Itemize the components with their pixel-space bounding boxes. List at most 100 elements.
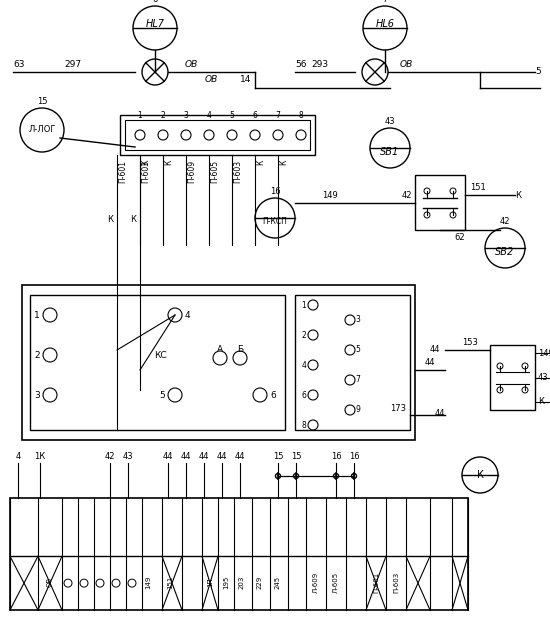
- Text: 1К: 1К: [34, 452, 46, 461]
- Bar: [30, 295, 285, 430]
- Text: 6: 6: [270, 390, 276, 399]
- Text: 42: 42: [104, 452, 116, 461]
- Text: 6: 6: [301, 390, 306, 399]
- Text: К: К: [256, 160, 265, 165]
- Text: 4: 4: [207, 111, 211, 120]
- Text: HL7: HL7: [146, 19, 164, 29]
- Text: 63: 63: [13, 60, 25, 69]
- Text: 1: 1: [34, 310, 40, 319]
- Text: 1: 1: [138, 111, 142, 120]
- Text: 7: 7: [276, 111, 280, 120]
- Text: 44: 44: [434, 409, 445, 418]
- Text: 5: 5: [160, 390, 165, 399]
- Text: 2: 2: [34, 351, 40, 360]
- Text: 15: 15: [273, 452, 283, 461]
- Text: Б: Б: [237, 345, 243, 354]
- Text: 15: 15: [291, 452, 301, 461]
- Text: 44: 44: [430, 345, 440, 354]
- Text: 43: 43: [384, 117, 395, 126]
- Text: ОВ: ОВ: [185, 60, 198, 69]
- Text: 149: 149: [145, 576, 151, 588]
- Text: К: К: [476, 470, 483, 480]
- Text: 42: 42: [402, 191, 412, 200]
- Text: 56: 56: [295, 60, 306, 69]
- Text: ОВ: ОВ: [400, 60, 413, 69]
- Text: 245: 245: [275, 576, 281, 588]
- Text: 16: 16: [349, 452, 359, 461]
- Text: 151: 151: [470, 183, 486, 192]
- Text: 44: 44: [235, 452, 245, 461]
- Text: 4: 4: [15, 452, 21, 461]
- Text: К: К: [515, 190, 521, 199]
- Text: К: К: [107, 215, 113, 224]
- Text: П-603: П-603: [141, 160, 150, 183]
- Text: 62: 62: [455, 233, 465, 242]
- Bar: [10, 498, 468, 610]
- Text: 8: 8: [299, 111, 304, 120]
- Text: 195: 195: [223, 576, 229, 588]
- Text: 44: 44: [163, 452, 173, 461]
- Text: П-КСП: П-КСП: [262, 217, 288, 226]
- Text: 3: 3: [184, 111, 189, 120]
- Bar: [120, 115, 315, 155]
- Text: 203: 203: [239, 576, 245, 588]
- Text: 149: 149: [322, 191, 338, 200]
- Text: К: К: [164, 160, 173, 165]
- Bar: [490, 345, 535, 410]
- Text: К: К: [279, 160, 288, 165]
- Text: К: К: [130, 215, 136, 224]
- Text: К: К: [141, 160, 150, 165]
- Text: П-603: П-603: [393, 571, 399, 593]
- Text: SB2: SB2: [496, 247, 515, 257]
- Text: 5: 5: [535, 67, 541, 76]
- Text: 293: 293: [311, 60, 328, 69]
- Text: 4: 4: [185, 310, 191, 319]
- Text: 153: 153: [462, 338, 478, 347]
- Text: 1: 1: [301, 301, 306, 310]
- Text: 43: 43: [123, 452, 133, 461]
- Text: 6: 6: [152, 0, 158, 4]
- Bar: [295, 295, 410, 430]
- Text: П-605: П-605: [210, 160, 219, 183]
- Text: 15: 15: [37, 97, 47, 106]
- Text: 42: 42: [500, 217, 510, 226]
- Text: 16: 16: [331, 452, 342, 461]
- Text: 173: 173: [390, 404, 406, 413]
- Text: 7: 7: [382, 0, 388, 4]
- Text: КС: КС: [153, 351, 166, 360]
- Bar: [415, 175, 465, 230]
- Text: Л-ЛОГ: Л-ЛОГ: [28, 126, 56, 135]
- Text: 44: 44: [217, 452, 227, 461]
- Text: 151: 151: [167, 576, 173, 588]
- Text: К: К: [538, 397, 544, 406]
- Text: 6: 6: [252, 111, 257, 120]
- Text: 5: 5: [355, 345, 360, 354]
- Text: 149: 149: [538, 349, 550, 358]
- Text: 2: 2: [301, 331, 306, 340]
- Text: 44: 44: [425, 358, 435, 367]
- Text: Л-605: Л-605: [333, 571, 339, 592]
- Text: 14: 14: [240, 75, 251, 84]
- Text: 8: 8: [301, 420, 306, 429]
- Text: 297: 297: [64, 60, 81, 69]
- Text: А: А: [217, 345, 223, 354]
- Text: П-609: П-609: [187, 160, 196, 183]
- Bar: [22, 285, 415, 440]
- Text: П-601: П-601: [373, 571, 379, 593]
- Text: 1П: 1П: [207, 577, 213, 587]
- Text: 4: 4: [301, 360, 306, 369]
- Text: П-603: П-603: [233, 160, 242, 183]
- Text: 44: 44: [199, 452, 209, 461]
- Text: ОВ: ОВ: [47, 577, 53, 587]
- Bar: [125, 120, 310, 150]
- Text: П-601: П-601: [118, 160, 127, 183]
- Text: 3: 3: [355, 315, 360, 324]
- Text: 9: 9: [355, 406, 360, 415]
- Text: HL6: HL6: [376, 19, 394, 29]
- Text: 5: 5: [229, 111, 234, 120]
- Text: 7: 7: [355, 376, 360, 385]
- Text: 3: 3: [34, 390, 40, 399]
- Text: 43: 43: [538, 374, 549, 383]
- Text: Л-609: Л-609: [313, 571, 319, 593]
- Text: SB1: SB1: [381, 147, 400, 157]
